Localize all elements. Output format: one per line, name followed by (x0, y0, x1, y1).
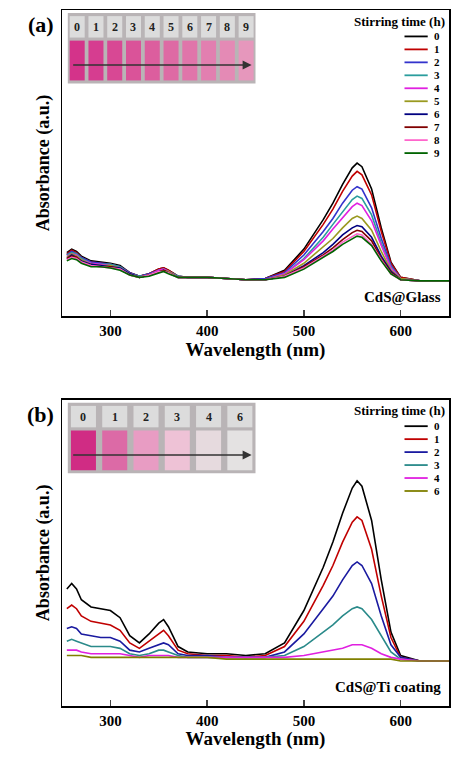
svg-text:2: 2 (112, 20, 118, 34)
svg-text:Absorbance (a.u.): Absorbance (a.u.) (33, 485, 54, 622)
svg-text:6: 6 (434, 108, 440, 120)
svg-text:CdS@Ti coating: CdS@Ti coating (335, 679, 441, 695)
svg-text:5: 5 (434, 95, 440, 107)
svg-text:8: 8 (434, 134, 440, 146)
svg-text:Stirring time (h): Stirring time (h) (354, 14, 445, 29)
svg-text:CdS@Glass: CdS@Glass (364, 289, 441, 305)
svg-text:2: 2 (434, 446, 440, 458)
svg-text:(b): (b) (27, 402, 54, 427)
svg-text:1: 1 (434, 43, 440, 55)
svg-text:7: 7 (434, 121, 440, 133)
svg-text:6: 6 (237, 410, 243, 424)
svg-text:0: 0 (434, 30, 440, 42)
svg-text:300: 300 (99, 323, 122, 339)
svg-text:9: 9 (434, 147, 440, 159)
svg-text:(a): (a) (28, 12, 54, 37)
svg-text:4: 4 (206, 410, 212, 424)
svg-text:3: 3 (130, 20, 136, 34)
svg-text:8: 8 (224, 20, 230, 34)
svg-text:2: 2 (143, 410, 149, 424)
svg-text:400: 400 (196, 713, 219, 729)
svg-text:Wavelength (nm): Wavelength (nm) (186, 729, 326, 751)
svg-text:Wavelength (nm): Wavelength (nm) (186, 339, 326, 361)
svg-text:0: 0 (74, 20, 80, 34)
svg-text:Stirring time (h): Stirring time (h) (354, 403, 445, 418)
svg-text:9: 9 (243, 20, 249, 34)
svg-text:3: 3 (434, 459, 440, 471)
svg-text:5: 5 (168, 20, 174, 34)
svg-text:600: 600 (389, 323, 412, 339)
svg-text:7: 7 (206, 20, 212, 34)
svg-text:500: 500 (293, 713, 316, 729)
svg-text:6: 6 (434, 485, 440, 497)
svg-text:0: 0 (434, 420, 440, 432)
svg-text:1: 1 (434, 433, 440, 445)
svg-text:4: 4 (434, 472, 440, 484)
svg-text:0: 0 (80, 410, 86, 424)
svg-text:3: 3 (174, 410, 180, 424)
svg-text:6: 6 (187, 20, 193, 34)
svg-text:3: 3 (434, 69, 440, 81)
svg-text:1: 1 (93, 20, 99, 34)
svg-text:300: 300 (99, 713, 122, 729)
svg-text:4: 4 (149, 20, 155, 34)
svg-text:4: 4 (434, 82, 440, 94)
svg-text:2: 2 (434, 56, 440, 68)
svg-text:500: 500 (293, 323, 316, 339)
svg-text:400: 400 (196, 323, 219, 339)
svg-text:Absorbance (a.u.): Absorbance (a.u.) (33, 95, 54, 232)
svg-text:600: 600 (389, 713, 412, 729)
svg-text:1: 1 (112, 410, 118, 424)
